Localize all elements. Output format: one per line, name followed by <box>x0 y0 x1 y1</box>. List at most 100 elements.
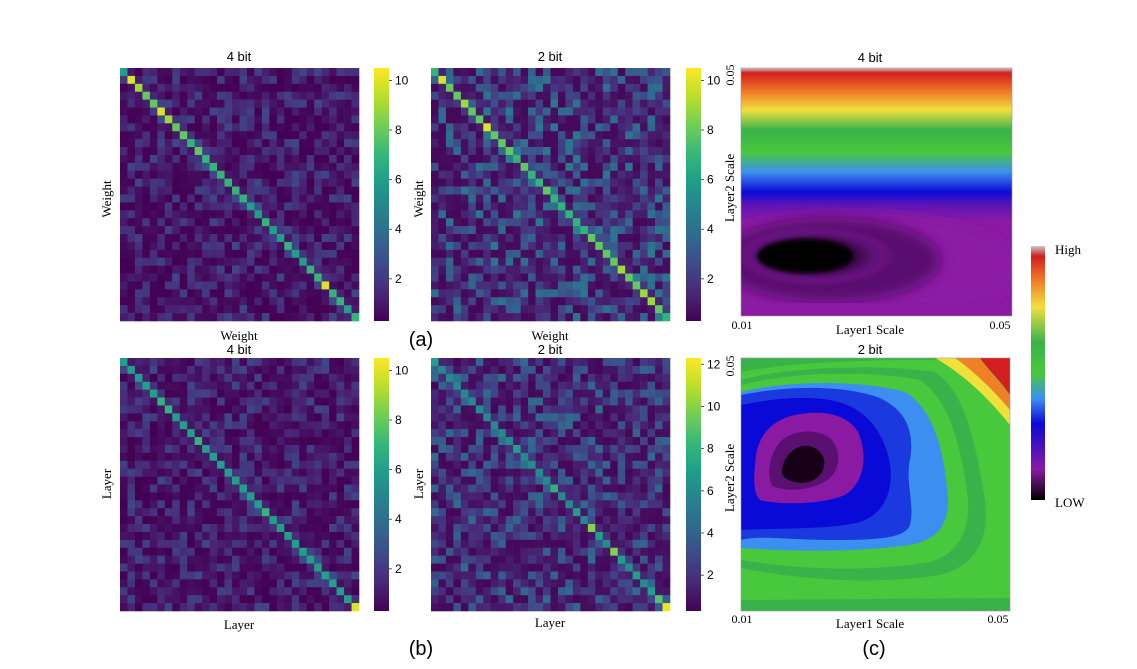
heatmap-cell <box>142 492 151 501</box>
heatmap-cell <box>572 265 581 274</box>
heatmap-cell <box>194 99 203 108</box>
heatmap-cell <box>453 83 462 93</box>
heatmap-cell <box>299 99 308 108</box>
heatmap-cell <box>640 147 648 156</box>
heatmap-cell <box>445 381 454 390</box>
heatmap-cell <box>535 147 544 156</box>
heatmap-cell <box>127 162 136 172</box>
heatmap-diagonal-cell <box>261 508 270 517</box>
heatmap-cell <box>595 484 604 493</box>
heatmap-cell <box>498 75 506 85</box>
heatmap-cell <box>217 107 225 116</box>
heatmap-cell <box>468 297 477 306</box>
heatmap-cell <box>187 405 195 414</box>
heatmap-cell <box>164 603 173 612</box>
heatmap-cell <box>157 170 166 179</box>
heatmap-cell <box>314 68 322 77</box>
heatmap-cell <box>351 444 360 454</box>
heatmap-diagonal-cell <box>625 563 633 572</box>
heatmap-cell <box>625 397 633 406</box>
heatmap-cell <box>587 571 596 580</box>
heatmap-cell <box>587 484 596 493</box>
heatmap-cell <box>254 547 263 556</box>
heatmap-cell <box>344 194 352 203</box>
heatmap-diagonal-cell <box>557 202 566 211</box>
heatmap-cell <box>314 413 322 422</box>
heatmap-cell <box>498 373 506 383</box>
heatmap-cell <box>520 563 529 572</box>
heatmap-cell <box>595 107 604 116</box>
heatmap-cell <box>306 68 315 77</box>
heatmap-cell <box>610 460 619 469</box>
heatmap-cell <box>587 531 596 541</box>
heatmap-cell <box>655 539 663 549</box>
heatmap-cell <box>513 218 521 227</box>
heatmap-cell <box>187 273 195 282</box>
heatmap-cell <box>565 99 574 108</box>
heatmap-cell <box>535 381 544 390</box>
heatmap-cell <box>217 249 225 259</box>
heatmap-cell <box>224 373 233 383</box>
heatmap-cell <box>453 68 462 77</box>
heatmap-cell <box>134 500 143 509</box>
heatmap-cell <box>336 115 345 124</box>
heatmap-diagonal-cell <box>269 226 278 235</box>
heatmap-cell <box>475 381 484 390</box>
heatmap-cell <box>127 91 136 100</box>
heatmap-cell <box>120 365 128 375</box>
heatmap-cell <box>164 68 173 77</box>
heatmap-cell <box>336 123 345 132</box>
heatmap-cell <box>329 241 337 251</box>
heatmap-cell <box>261 194 270 203</box>
heatmap-cell <box>543 389 551 398</box>
heatmap-cell <box>314 555 322 564</box>
heatmap-cell <box>431 226 439 235</box>
heatmap-cell <box>453 539 462 549</box>
heatmap-cell <box>217 281 225 290</box>
heatmap-cell <box>351 297 360 306</box>
heatmap-cell <box>344 500 352 509</box>
heatmap-cell <box>157 500 166 509</box>
heatmap-cell <box>625 234 633 243</box>
heatmap-cell <box>276 289 285 298</box>
heatmap-cell <box>550 603 559 612</box>
colorbar-tick-label: 8 <box>707 123 714 137</box>
heatmap-cell <box>565 115 574 124</box>
heatmap-cell <box>120 186 128 195</box>
heatmap-cell <box>314 281 322 290</box>
heatmap-cell <box>314 358 322 367</box>
heatmap-cell <box>261 289 270 298</box>
heatmap-cell <box>194 289 203 298</box>
heatmap-cell <box>127 241 136 251</box>
heatmap-cell <box>276 75 285 85</box>
heatmap-cell <box>306 297 315 306</box>
heatmap-cell <box>640 170 648 179</box>
heatmap-cell <box>580 460 589 469</box>
heatmap-cell <box>632 226 641 235</box>
heatmap-cell <box>224 75 233 85</box>
heatmap-cell <box>336 500 345 509</box>
heatmap-cell <box>224 524 233 533</box>
heatmap-cell <box>475 170 484 179</box>
heatmap-cell <box>149 579 158 588</box>
heatmap-cell <box>217 555 225 564</box>
heatmap-cell <box>647 131 656 140</box>
heatmap-cell <box>187 91 195 100</box>
heatmap-cell <box>246 305 255 314</box>
heatmap-cell <box>550 539 559 549</box>
heatmap-cell <box>460 241 469 251</box>
heatmap-cell <box>329 452 337 462</box>
heatmap-cell <box>528 476 536 485</box>
heatmap-cell <box>543 413 551 422</box>
heatmap-cell <box>438 115 447 124</box>
heatmap-cell <box>142 547 151 556</box>
heatmap-cell <box>299 289 308 298</box>
heatmap-cell <box>550 281 559 290</box>
heatmap-cell <box>224 531 233 541</box>
heatmap-cell <box>528 162 536 172</box>
heatmap-cell <box>557 381 566 390</box>
heatmap-cell <box>520 531 529 541</box>
heatmap-cell <box>625 358 633 367</box>
heatmap-cell <box>453 500 462 509</box>
heatmap-cell <box>291 524 300 533</box>
